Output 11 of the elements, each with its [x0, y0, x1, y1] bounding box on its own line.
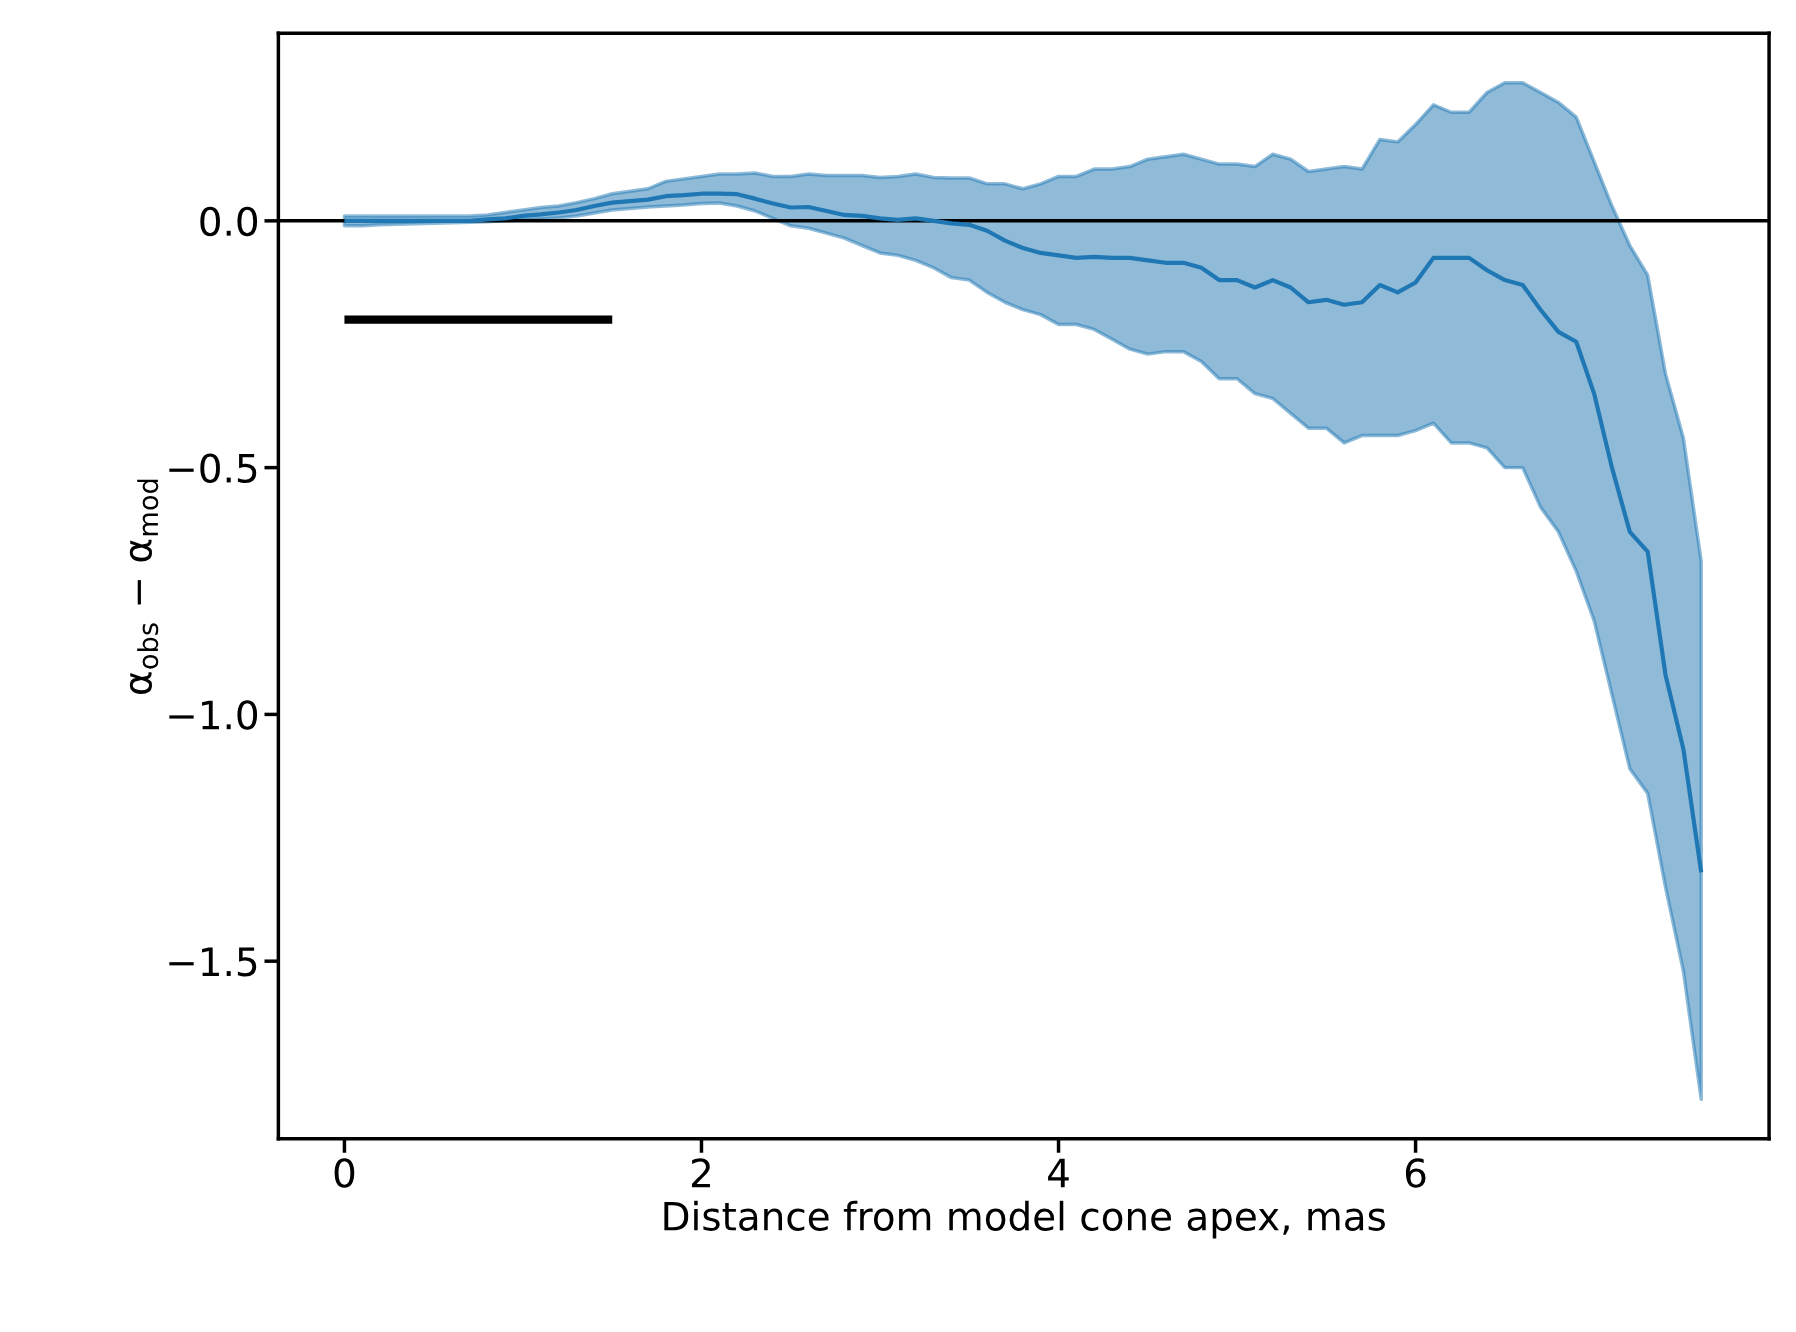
y-tick-label: −1.0 — [169, 700, 258, 730]
x-tick-label: 2 — [691, 1158, 710, 1188]
y-axis-title: α$_{obs}$ − α$_{mod}$ — [129, 479, 159, 694]
x-axis-title: Distance from model cone apex, mas — [664, 1200, 1385, 1239]
y-tick-label: 0.0 — [200, 206, 258, 237]
x-tick-label: 6 — [1405, 1158, 1426, 1188]
line-series — [342, 191, 1704, 875]
x-tick-label: 4 — [1048, 1158, 1069, 1188]
x-tick-label: 0 — [334, 1158, 355, 1188]
y-tick-label: −0.5 — [169, 453, 257, 483]
y-tick-label: −1.5 — [169, 947, 257, 977]
